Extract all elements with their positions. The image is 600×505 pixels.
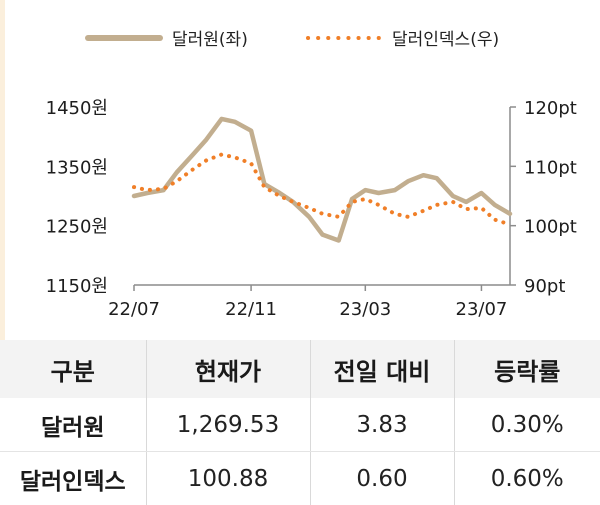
legend: 달러원(좌) 달러인덱스(우) — [88, 30, 499, 50]
row-label: 달러원 — [0, 398, 146, 452]
x-axis-ticks: 22/07 22/11 23/03 23/07 — [108, 285, 507, 320]
right-tick-label: 120pt — [524, 98, 577, 119]
cell-current-price: 1,269.53 — [146, 398, 310, 452]
left-tick-label: 1450원 — [46, 98, 108, 119]
left-tick-label: 1250원 — [46, 217, 108, 238]
header-current-price: 현재가 — [146, 340, 310, 398]
legend-dxy-label: 달러인덱스(우) — [392, 30, 499, 50]
x-tick-label: 22/07 — [108, 299, 160, 320]
x-tick-label: 23/03 — [339, 299, 391, 320]
right-tick-label: 110pt — [524, 157, 577, 178]
table-header-row: 구분 현재가 전일 대비 등락률 — [0, 340, 600, 398]
x-tick-label: 23/07 — [456, 299, 508, 320]
header-change: 전일 대비 — [310, 340, 454, 398]
legend-won-label: 달러원(좌) — [172, 30, 248, 50]
left-tick-label: 1350원 — [46, 157, 108, 178]
cell-change: 3.83 — [310, 398, 454, 452]
table-row: 달러인덱스 100.88 0.60 0.60% — [0, 452, 600, 505]
left-tick-label: 1150원 — [46, 276, 108, 297]
right-tick-label: 100pt — [524, 217, 577, 238]
cell-change-rate: 0.60% — [454, 452, 600, 505]
left-axis-ticks: 1450원 1350원 1250원 1150원 — [46, 98, 108, 297]
right-tick-label: 90pt — [524, 276, 565, 297]
x-tick-label: 22/11 — [225, 299, 277, 320]
table-row: 달러원 1,269.53 3.83 0.30% — [0, 398, 600, 452]
cell-current-price: 100.88 — [146, 452, 310, 505]
summary-table: 구분 현재가 전일 대비 등락률 달러원 1,269.53 3.83 0.30%… — [0, 340, 600, 505]
header-change-rate: 등락률 — [454, 340, 600, 398]
cell-change-rate: 0.30% — [454, 398, 600, 452]
chart-area: 달러원(좌) 달러인덱스(우) 1450원 1350원 1250원 1150원 120… — [0, 0, 600, 340]
series-won-line — [134, 119, 510, 241]
series-dxy-line — [134, 155, 510, 225]
header-category: 구분 — [0, 340, 146, 398]
right-axis-ticks: 120pt 110pt 100pt 90pt — [510, 98, 577, 297]
cell-change: 0.60 — [310, 452, 454, 505]
row-label: 달러인덱스 — [0, 452, 146, 505]
series-layer — [134, 119, 510, 241]
